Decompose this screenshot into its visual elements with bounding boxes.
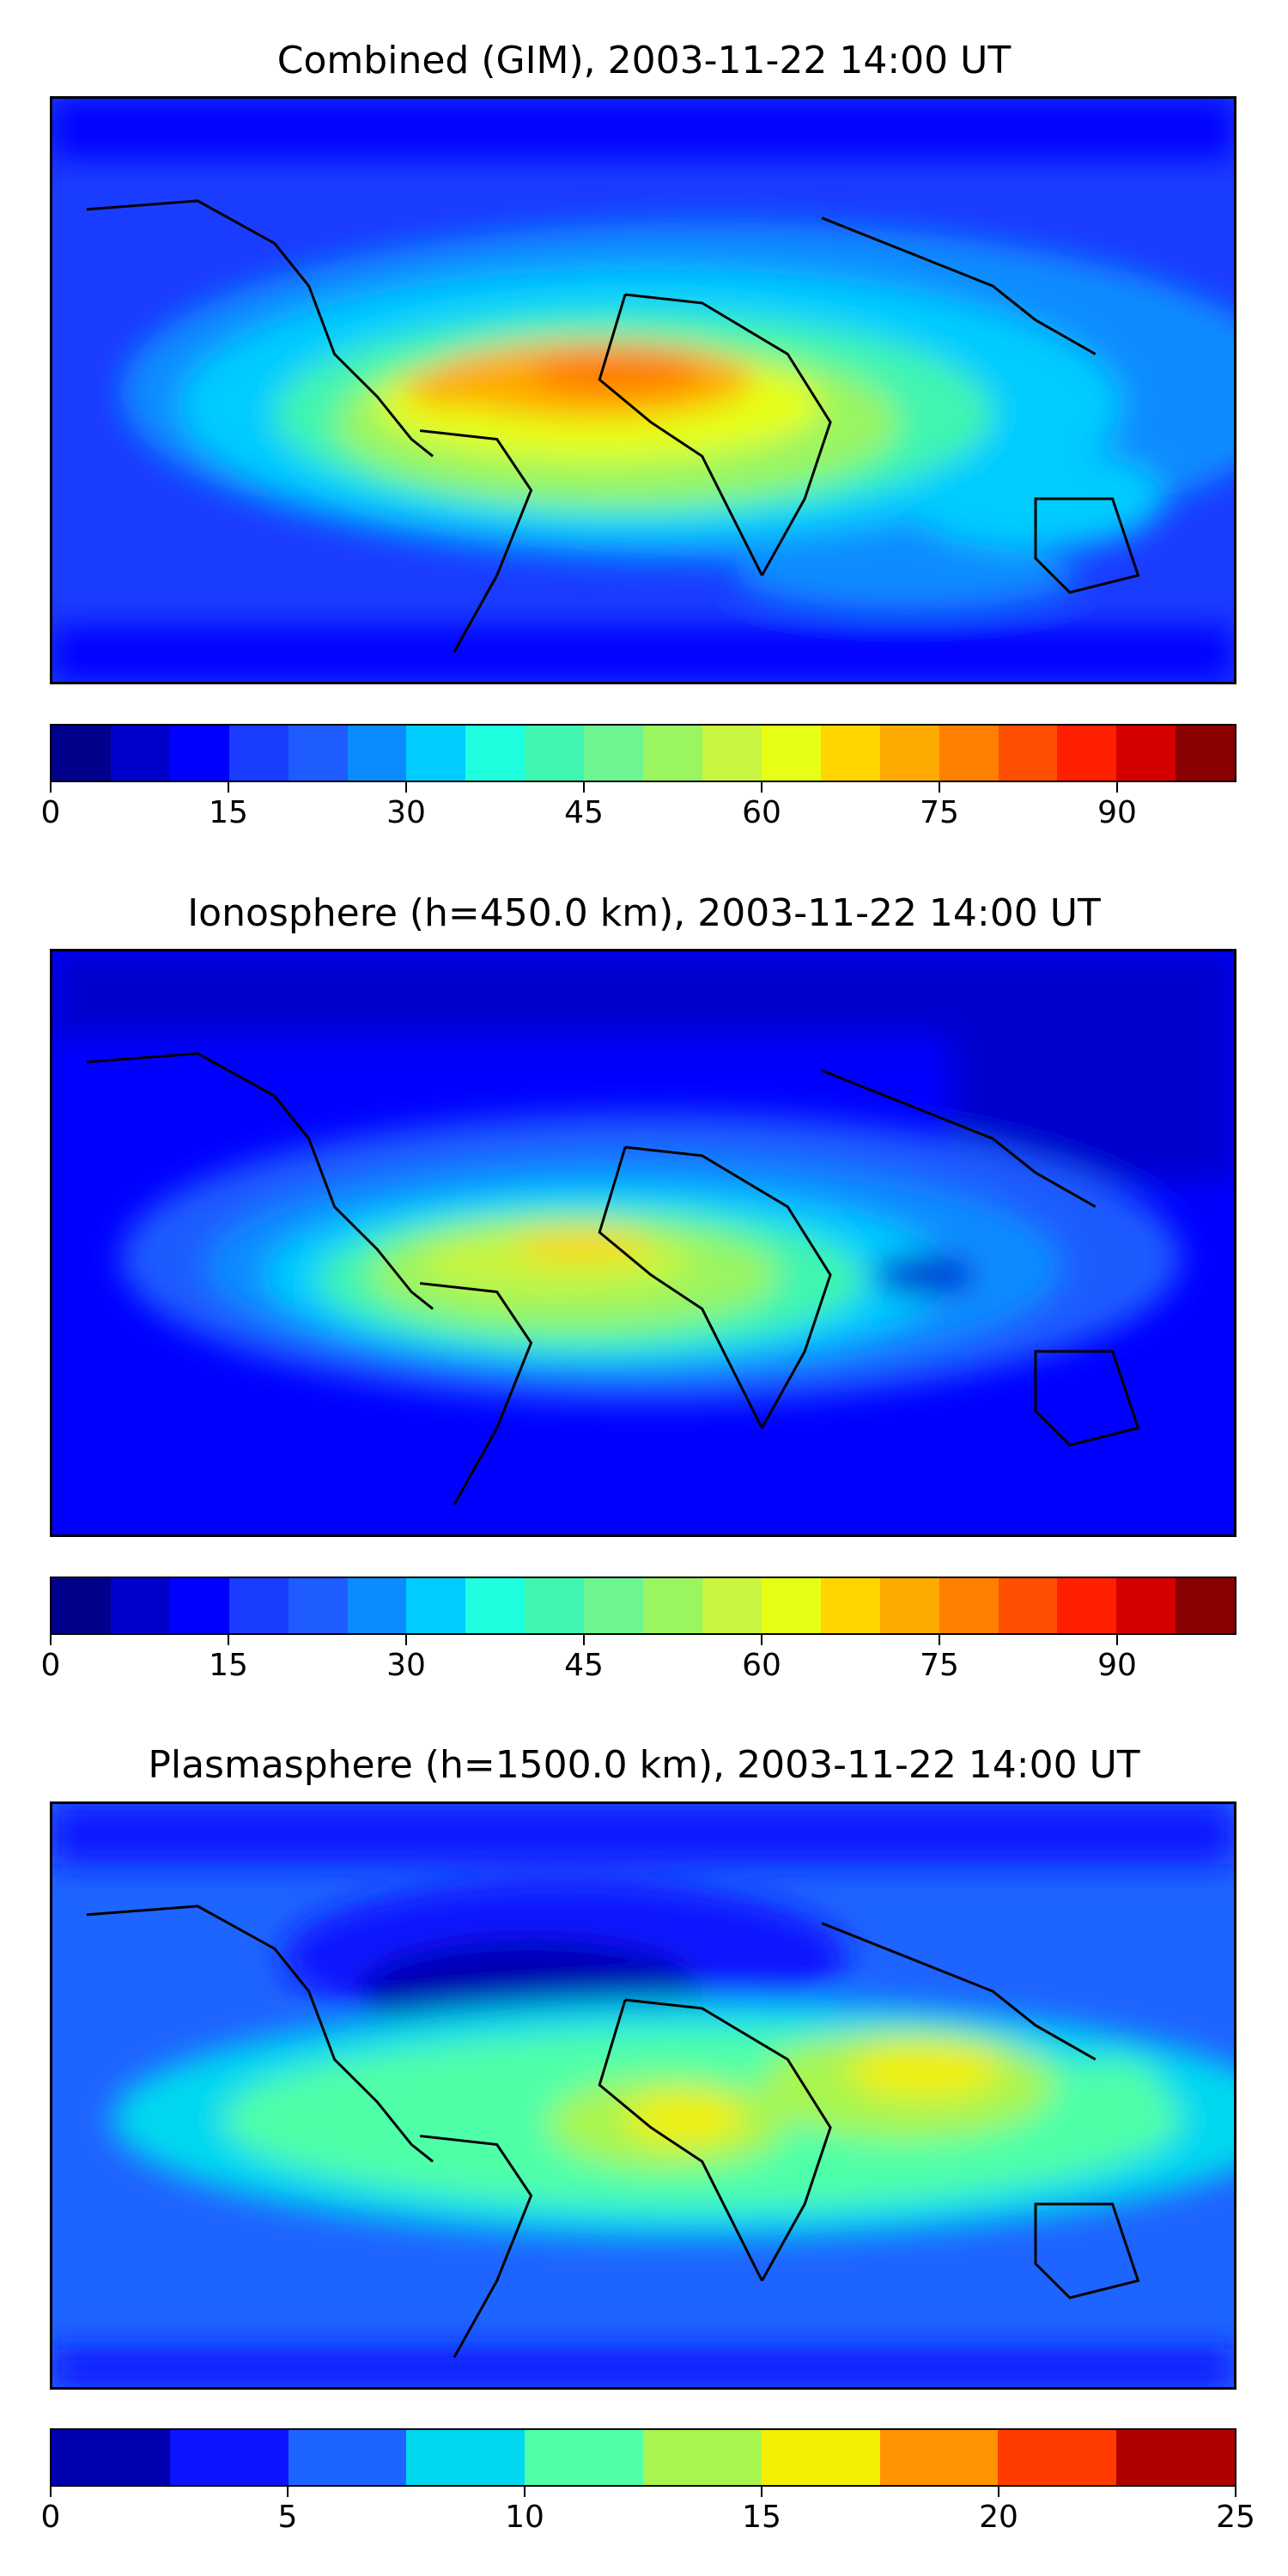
colorbar-tick [228, 782, 229, 793]
colorbar-segment [584, 1578, 644, 1633]
colorbar-tick-label: 0 [40, 1648, 61, 1683]
colorbar-tick-label: 15 [209, 795, 248, 830]
colorbar-segment [228, 1578, 289, 1633]
colorbar-tick [761, 1635, 762, 1645]
colorbar-segment [465, 726, 526, 781]
colorbar-segment [347, 726, 407, 781]
map-plasmasphere [50, 1801, 1236, 2390]
colorbar-segment [820, 1578, 880, 1633]
colorbar-segment [52, 726, 111, 781]
colorbar-segment [820, 726, 880, 781]
colorbar-tick [939, 782, 940, 793]
colorbar-tick [583, 782, 585, 793]
colorbar-tick-label: 15 [209, 1648, 248, 1683]
colorbar-segment [110, 726, 170, 781]
colorbar-tick [583, 1635, 585, 1645]
colorbar-tick [50, 782, 52, 793]
colorbar-segment [998, 1578, 1058, 1633]
colorbar-segment [1057, 1578, 1117, 1633]
colorbar-tick-label: 90 [1097, 795, 1137, 830]
colorbar-segment [52, 2430, 170, 2485]
colorbar-tick-label: 15 [742, 2500, 781, 2535]
colorbar-tick-label: 30 [386, 795, 426, 830]
colorbar-tick [1235, 2487, 1236, 2497]
colorbar-tick [405, 1635, 407, 1645]
colorbar-segment [110, 1578, 170, 1633]
colorbar-segment [406, 1578, 466, 1633]
colorbar-tick [228, 1635, 229, 1645]
colorbar-tick [287, 2487, 289, 2497]
colorbar-tick-label: 60 [742, 1648, 781, 1683]
colorbar-segment [761, 726, 821, 781]
colorbar-segment [1176, 726, 1236, 781]
colorbar-segment [525, 1578, 585, 1633]
colorbar-segment [525, 726, 585, 781]
colorbar-tick-label: 20 [979, 2500, 1018, 2535]
map-title-combined: Combined (GIM), 2003-11-22 14:00 UT [276, 39, 1012, 82]
colorbar-tick-label: 10 [505, 2500, 544, 2535]
colorbar-segment [939, 726, 999, 781]
colorbar-tick-label: 25 [1216, 2500, 1255, 2535]
colorbar-segment [288, 726, 348, 781]
colorbar-segment [584, 726, 644, 781]
colorbar-segment [52, 1578, 111, 1633]
colorbar-tick-label: 90 [1097, 1648, 1137, 1683]
colorbar-segment [998, 726, 1058, 781]
colorbar-ionosphere [50, 1577, 1236, 1635]
colorbar-segment [702, 726, 762, 781]
colorbar-segment [939, 1578, 999, 1633]
colorbar-tick-label: 30 [386, 1648, 426, 1683]
colorbar-segment [998, 2430, 1117, 2485]
colorbar-segment [525, 2430, 643, 2485]
colorbar-segment [347, 1578, 407, 1633]
colorbar-segment [879, 2430, 999, 2485]
colorbar-tick [1116, 782, 1118, 793]
map-title-ionosphere: Ionosphere (h=450.0 km), 2003-11-22 14:0… [187, 891, 1101, 935]
colorbar-tick-label: 45 [564, 1648, 604, 1683]
colorbar-tick [405, 782, 407, 793]
colorbar-segment [643, 1578, 702, 1633]
colorbar-tick-label: 60 [742, 795, 781, 830]
colorbar-segment [642, 2430, 762, 2485]
map-combined-gim [50, 96, 1236, 684]
colorbar-plasmasphere [50, 2428, 1236, 2487]
colorbar-segment [879, 726, 939, 781]
colorbar-tick [761, 782, 762, 793]
colorbar-segment [228, 726, 289, 781]
colorbar-segment [406, 2430, 526, 2485]
colorbar-tick [998, 2487, 999, 2497]
colorbar-segment [1116, 2430, 1235, 2485]
colorbar-tick [939, 1635, 940, 1645]
colorbar-segment [643, 726, 702, 781]
colorbar-segment [761, 2430, 880, 2485]
colorbar-tick-label: 75 [920, 1648, 959, 1683]
colorbar-segment [761, 1578, 821, 1633]
colorbar-tick-label: 0 [40, 795, 61, 830]
colorbar-segment [1176, 1578, 1236, 1633]
colorbar-segment [879, 1578, 939, 1633]
colorbar-tick-label: 75 [920, 795, 959, 830]
colorbar-segment [169, 2430, 289, 2485]
colorbar-tick [524, 2487, 526, 2497]
map-title-plasmasphere: Plasmasphere (h=1500.0 km), 2003-11-22 1… [148, 1743, 1140, 1787]
colorbar-tick [1116, 1635, 1118, 1645]
colorbar-segment [702, 1578, 762, 1633]
colorbar-segment [1057, 726, 1117, 781]
colorbar-segment [465, 1578, 526, 1633]
colorbar-combined [50, 724, 1236, 782]
colorbar-tick-label: 5 [277, 2500, 298, 2535]
colorbar-tick-label: 0 [40, 2500, 61, 2535]
colorbar-tick [761, 2487, 762, 2497]
colorbar-tick-label: 45 [564, 795, 604, 830]
colorbar-segment [1116, 1578, 1176, 1633]
colorbar-segment [288, 2430, 407, 2485]
colorbar-segment [1116, 726, 1176, 781]
colorbar-segment [169, 1578, 229, 1633]
colorbar-segment [406, 726, 466, 781]
colorbar-tick [50, 2487, 52, 2497]
colorbar-tick [50, 1635, 52, 1645]
colorbar-segment [288, 1578, 348, 1633]
colorbar-segment [169, 726, 229, 781]
map-ionosphere [50, 949, 1236, 1537]
